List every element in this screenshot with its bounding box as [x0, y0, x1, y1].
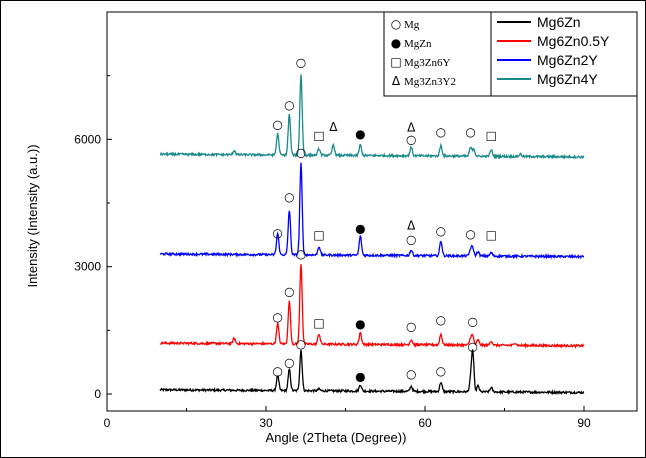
- phase-marker: ○: [436, 224, 446, 238]
- axis-ticks: 0 30 60 90 0 3000 6000: [74, 75, 591, 430]
- series-legend-box: [490, 11, 638, 97]
- phase-marker: ○: [465, 125, 475, 139]
- phase-marker: ○: [296, 247, 306, 261]
- phase-marker: ○: [406, 319, 416, 333]
- phase-marker: ●: [355, 127, 365, 141]
- phase-annotations: ○○○● ○ ○○○○○□ ● ○ ○ ○○○○□ ● Δ○○ ○ □○○○□Δ● Δ○○ ○ □: [272, 55, 497, 383]
- x-tick-label: 60: [418, 416, 432, 430]
- series-layer: [159, 74, 585, 396]
- phase-marker: Δ: [407, 121, 416, 135]
- phase-marker: ○: [296, 337, 306, 351]
- phase-marker: ○: [436, 313, 446, 327]
- phase-legend-symbol: ●: [391, 36, 401, 50]
- phase-legend-symbol: ○: [391, 17, 401, 31]
- series-line: [159, 349, 585, 396]
- phase-marker: ●: [355, 369, 365, 383]
- x-tick-label: 90: [577, 416, 591, 430]
- x-tick-label: 0: [104, 416, 111, 430]
- phase-marker: ○: [296, 145, 306, 159]
- phase-marker: ○: [467, 314, 477, 328]
- legend-label: Mg6Zn4Y: [537, 71, 598, 87]
- phase-marker: □: [486, 228, 497, 242]
- phase-marker: Δ: [407, 218, 416, 232]
- phase-marker: □: [313, 316, 324, 330]
- phase-marker: ○: [436, 364, 446, 378]
- phase-legend-label: MgZn: [404, 38, 432, 50]
- phase-marker: ○: [284, 190, 294, 204]
- phase-marker: □: [313, 128, 324, 142]
- phase-legend-label: Mg3Zn3Y2: [404, 76, 456, 88]
- phase-legend-box: [383, 11, 492, 97]
- plot-area: [106, 11, 638, 412]
- y-tick-label: 0: [94, 387, 101, 401]
- y-tick-label: 3000: [74, 260, 101, 274]
- phase-marker: ○: [406, 133, 416, 147]
- phase-marker: □: [486, 128, 497, 142]
- legend-label: Mg6Zn0.5Y: [537, 33, 610, 49]
- phase-marker: ●: [355, 317, 365, 331]
- phase-marker: Δ: [329, 120, 338, 134]
- phase-marker: ○: [284, 355, 294, 369]
- series-line: [159, 162, 585, 260]
- phase-legend-symbol: □: [390, 55, 401, 69]
- phase-marker: □: [313, 228, 324, 242]
- phase-legend-label: Mg: [404, 19, 420, 31]
- series-line: [159, 74, 585, 160]
- phase-legend-symbol: Δ: [392, 74, 401, 88]
- legend-label: Mg6Zn2Y: [537, 52, 598, 68]
- phase-marker: ○: [272, 364, 282, 378]
- x-axis-title: Angle (2Theta (Degree)): [266, 430, 407, 445]
- phase-marker: ○: [465, 227, 475, 241]
- phase-marker: ○: [296, 55, 306, 69]
- phase-marker: ●: [355, 222, 365, 236]
- phase-marker: ○: [406, 367, 416, 381]
- phase-legend-label: Mg3Zn6Y: [404, 57, 451, 69]
- phase-marker: ○: [436, 125, 446, 139]
- phase-marker: ○: [272, 226, 282, 240]
- phase-marker: ○: [272, 310, 282, 324]
- y-axis-title: Intensity (Intensity (a.u.)): [25, 144, 40, 287]
- x-tick-label: 30: [259, 416, 273, 430]
- series-legend: Mg6Zn Mg6Zn0.5Y Mg6Zn2Y Mg6Zn4Y: [490, 11, 638, 97]
- series-line: [159, 264, 585, 350]
- legend-label: Mg6Zn: [537, 14, 581, 30]
- phase-marker: ○: [272, 118, 282, 132]
- phase-marker: ○: [467, 340, 477, 354]
- phase-marker: ○: [284, 98, 294, 112]
- y-tick-label: 6000: [74, 132, 101, 146]
- phase-marker: ○: [284, 285, 294, 299]
- phase-marker: ○: [406, 232, 416, 246]
